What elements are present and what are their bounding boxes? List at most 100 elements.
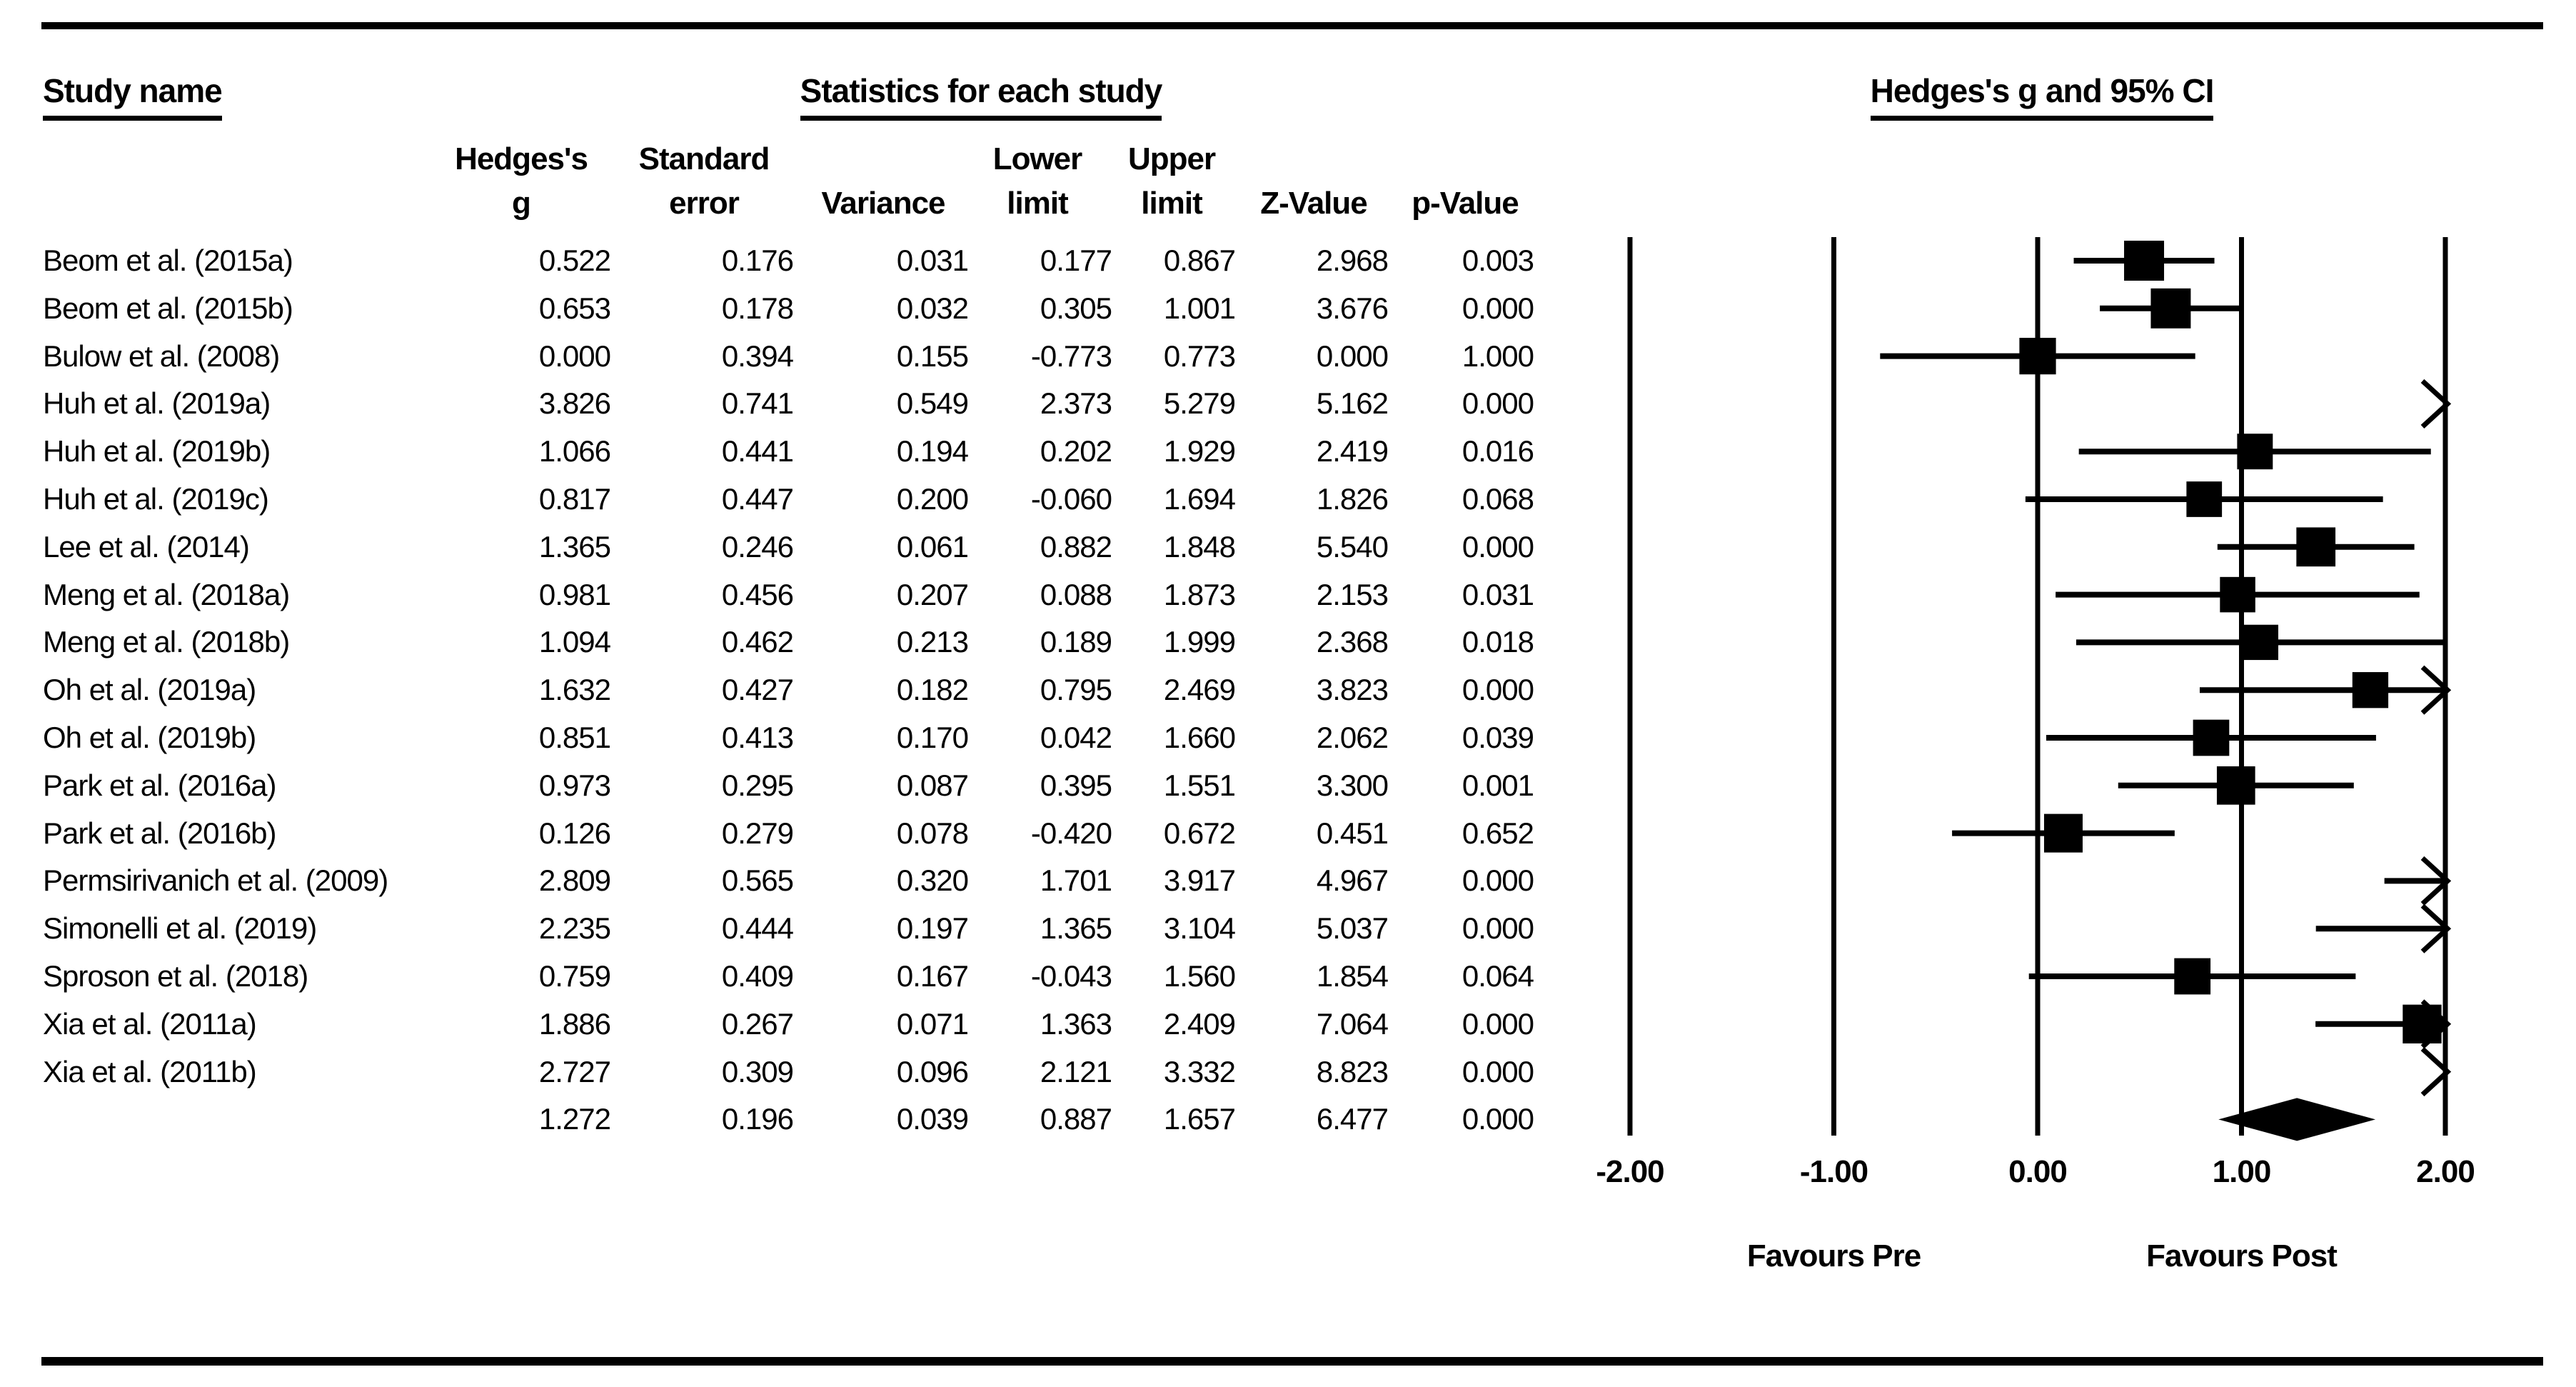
column-header: Upper limit: [1050, 134, 1293, 226]
statistics-header: Statistics for each study: [695, 71, 1267, 121]
effect-square: [2220, 576, 2255, 613]
ci-arrow-right: [2420, 856, 2452, 906]
stat-cell: 0.000: [1461, 673, 1534, 707]
stat-cell: 0.194: [896, 434, 969, 469]
column-header-line: Variance: [821, 186, 945, 221]
column-header: Standard error: [583, 134, 825, 226]
stat-cell: 0.851: [538, 721, 611, 754]
stat-cell: 0.001: [1461, 768, 1534, 802]
stat-cell: 1.999: [1163, 625, 1236, 659]
stat-cell: 2.419: [1316, 434, 1389, 469]
stat-cell: 0.882: [1040, 529, 1112, 564]
stat-cell: 0.451: [1316, 816, 1389, 850]
stat-cell: 3.104: [1163, 911, 1236, 946]
stat-cell: 2.153: [1316, 577, 1389, 611]
effect-square: [2352, 672, 2389, 708]
effect-square: [2296, 527, 2336, 567]
stat-cell: 2.968: [1316, 244, 1389, 277]
stat-cell: 0.549: [896, 386, 969, 421]
study-name-cell: Xia et al. (2011a): [43, 1006, 257, 1041]
stat-cell: 0.061: [896, 529, 969, 564]
stat-cell: 0.000: [1461, 911, 1534, 946]
stat-cell: 0.039: [896, 1102, 969, 1136]
stat-cell: 2.373: [1040, 386, 1112, 421]
stat-cell: 0.032: [896, 291, 969, 325]
stat-cell: 0.444: [721, 911, 794, 946]
column-header: Lower limit: [916, 134, 1159, 226]
stat-cell: 0.441: [721, 434, 794, 469]
stat-cell: 1.094: [538, 625, 611, 659]
stat-cell: 0.522: [538, 244, 611, 277]
stat-cell: 2.727: [538, 1054, 611, 1088]
stat-cell: 1.929: [1163, 434, 1236, 469]
favours-pre-label: Favours Pre: [1746, 1238, 1921, 1273]
stat-cell: -0.060: [1030, 482, 1112, 516]
column-header-line: limit: [1141, 186, 1202, 221]
stat-cell: 0.016: [1461, 434, 1534, 469]
stat-cell: 0.462: [721, 625, 794, 659]
study-name-cell: Meng et al. (2018b): [43, 625, 290, 659]
stat-cell: 0.279: [721, 816, 794, 850]
stat-cell: 0.202: [1040, 434, 1112, 469]
effect-square: [2124, 241, 2165, 281]
stat-cell: 0.741: [721, 386, 794, 421]
column-header-line: limit: [1007, 186, 1068, 221]
stat-cell: 1.886: [538, 1006, 611, 1041]
stat-cell: 1.272: [538, 1102, 611, 1136]
stat-cell: 0.305: [1040, 291, 1112, 325]
stat-cell: 0.200: [896, 482, 969, 516]
column-header-line: Upper: [1127, 141, 1216, 176]
stat-cell: 0.395: [1040, 768, 1112, 802]
stat-cell: -0.420: [1030, 816, 1112, 850]
stat-cell: 1.826: [1316, 482, 1389, 516]
column-header-line: p-Value: [1412, 186, 1519, 221]
stat-cell: -0.043: [1030, 959, 1112, 993]
stat-cell: 0.000: [1461, 291, 1534, 325]
column-header: p-Value: [1344, 134, 1586, 226]
effect-square: [2043, 813, 2083, 853]
stat-cell: 0.155: [896, 339, 969, 373]
study-name-cell: Sproson et al. (2018): [43, 959, 308, 993]
stat-cell: 0.064: [1461, 959, 1534, 993]
stat-cell: 0.031: [896, 244, 969, 277]
study-name-cell: Meng et al. (2018a): [43, 577, 290, 611]
stat-cell: 1.848: [1163, 529, 1236, 564]
x-tick-label: -2.00: [1596, 1154, 1664, 1189]
x-tick-label: 1.00: [2212, 1154, 2272, 1189]
column-header-line: Standard: [638, 141, 770, 176]
stat-cell: 2.809: [538, 863, 611, 898]
bottom-rule: [41, 1357, 2543, 1366]
stat-cell: 0.078: [896, 816, 969, 850]
column-header-line: Z-Value: [1260, 186, 1367, 221]
study-name-cell: Huh et al. (2019a): [43, 386, 271, 421]
stat-cell: 0.042: [1040, 721, 1112, 754]
top-rule: [41, 22, 2543, 29]
stat-cell: 0.213: [896, 625, 969, 659]
stat-cell: 0.167: [896, 959, 969, 993]
stat-cell: 0.000: [1316, 339, 1389, 373]
stat-cell: 3.917: [1163, 863, 1236, 898]
stat-cell: 3.300: [1316, 768, 1389, 802]
column-header-line: error: [669, 186, 740, 221]
stat-cell: 0.071: [896, 1006, 969, 1041]
stat-cell: 0.795: [1040, 673, 1112, 707]
ci-header: Hedges's g and 95% CI: [1756, 71, 2328, 121]
stat-cell: 0.672: [1163, 816, 1236, 850]
stat-cell: 0.447: [721, 482, 794, 516]
stat-cell: 0.409: [721, 959, 794, 993]
study-name-cell: Beom et al. (2015b): [43, 291, 293, 325]
column-header: Variance: [762, 134, 1005, 226]
x-tick-label: 2.00: [2416, 1154, 2475, 1189]
stat-cell: 0.031: [1461, 577, 1534, 611]
study-name-cell: Huh et al. (2019c): [43, 482, 269, 516]
study-name-header: Study name: [43, 71, 223, 121]
study-name-cell: Huh et al. (2019b): [43, 434, 271, 469]
stat-cell: 0.817: [538, 482, 611, 516]
stat-cell: 0.182: [896, 673, 969, 707]
stat-cell: 0.039: [1461, 721, 1534, 754]
x-tick-label: 0.00: [2008, 1154, 2068, 1189]
effect-square: [2186, 481, 2223, 517]
ci-arrow-right: [2420, 903, 2452, 953]
stat-cell: 1.560: [1163, 959, 1236, 993]
stat-cell: 0.773: [1163, 339, 1236, 373]
